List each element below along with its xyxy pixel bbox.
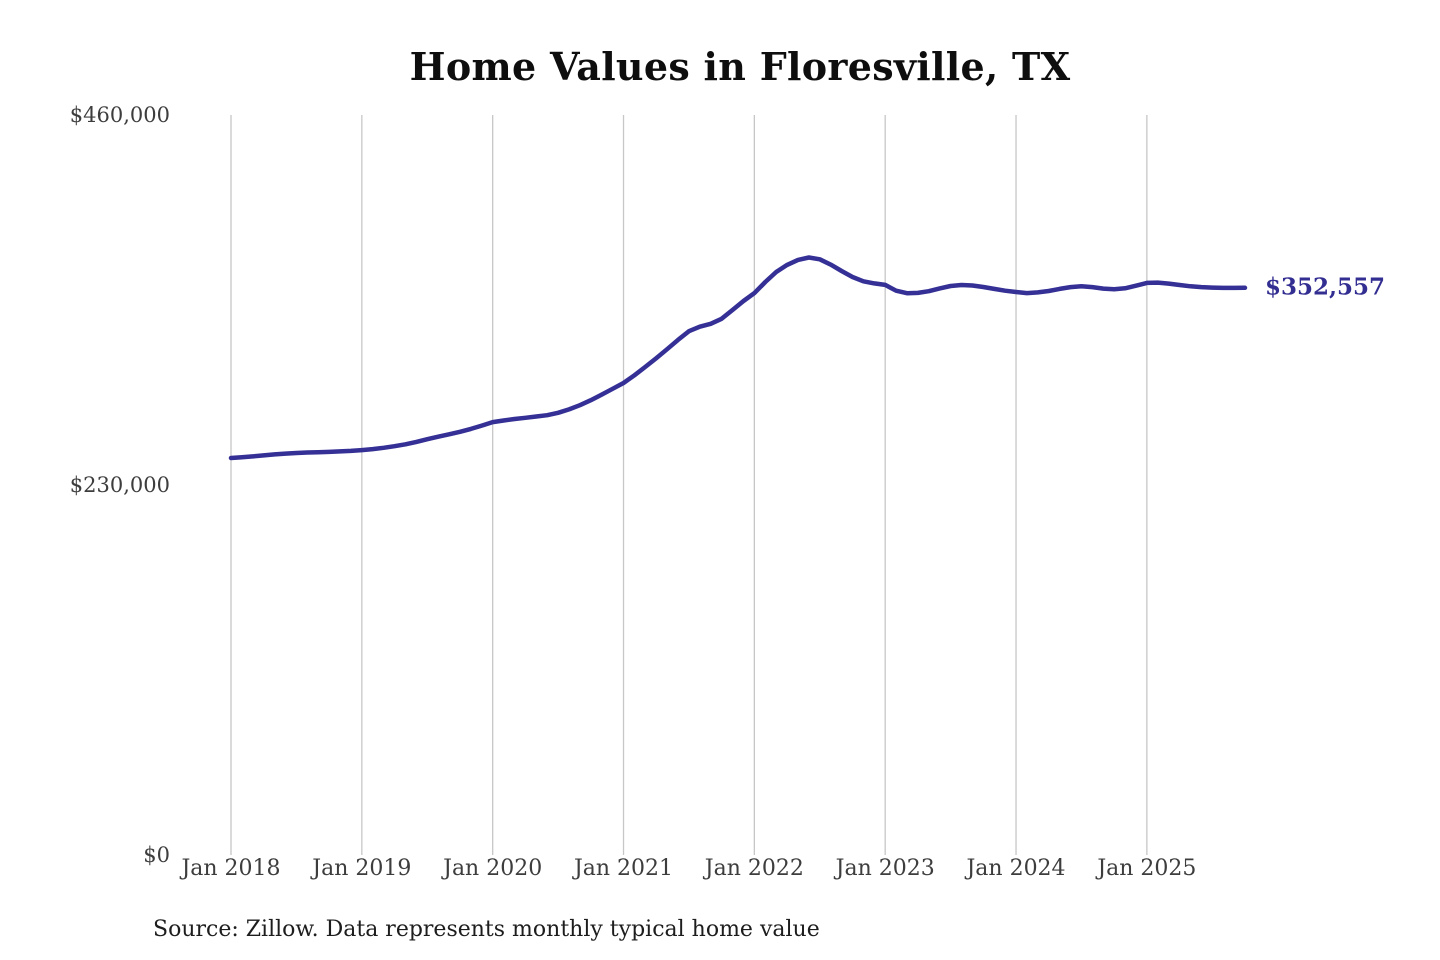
home-value-line	[228, 255, 1248, 461]
y-axis-label: $460,000	[69, 103, 170, 127]
latest-value-label: $352,557	[1264, 273, 1386, 301]
x-axis-label: Jan 2022	[704, 856, 804, 881]
x-axis-label: Jan 2020	[443, 856, 543, 881]
x-axis-label: Jan 2023	[835, 856, 935, 881]
x-axis-label: Jan 2018	[181, 856, 281, 881]
x-axis-label: Jan 2019	[312, 856, 412, 881]
y-axis-label: $0	[143, 843, 170, 867]
x-axis-label: Jan 2024	[966, 856, 1066, 881]
y-axis-label: $230,000	[69, 473, 170, 497]
x-axis-label: Jan 2025	[1097, 856, 1197, 881]
chart-title: Home Values in Floresville, TX	[409, 44, 1071, 89]
source-note: Source: Zillow. Data represents monthly …	[153, 917, 820, 942]
x-axis-label: Jan 2021	[573, 856, 674, 881]
